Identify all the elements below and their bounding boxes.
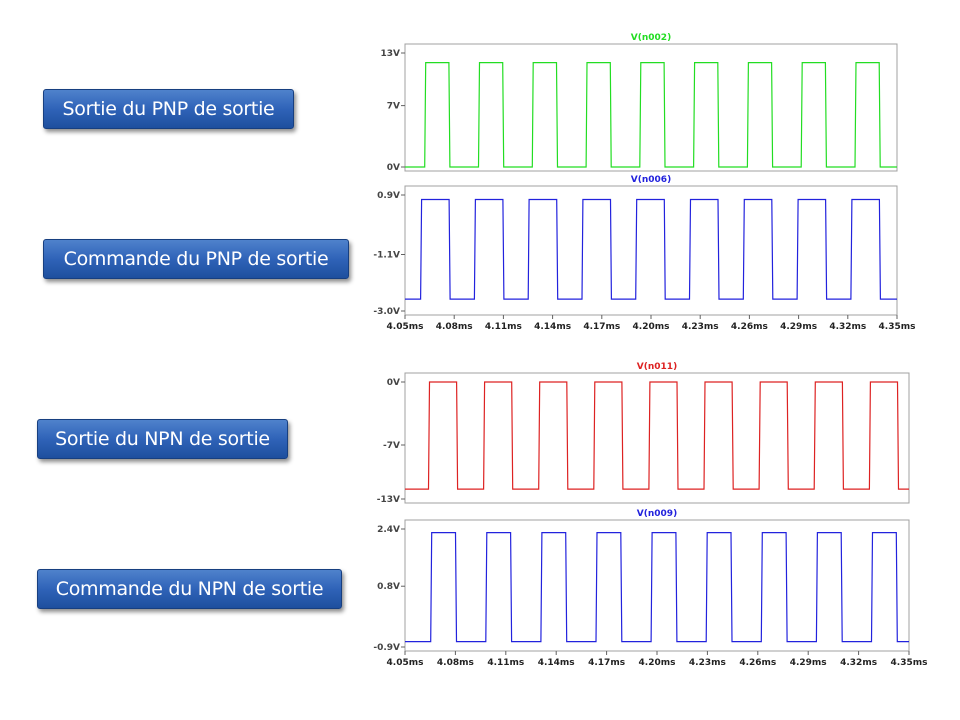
- x-tick-label: 4.17ms: [583, 322, 620, 332]
- x-tick-label: 4.32ms: [829, 322, 866, 332]
- plot-frame: [404, 43, 898, 172]
- y-tick-label: -7V: [383, 441, 400, 451]
- x-tick-label: 4.29ms: [780, 322, 817, 332]
- waveform-trace: [405, 381, 909, 490]
- y-tick-label: 0.8V: [377, 582, 400, 592]
- plot-frame: [404, 372, 910, 504]
- label-pnp-command: Commande du PNP de sortie: [43, 239, 349, 279]
- x-tick-label: 4.08ms: [437, 658, 474, 668]
- waveform-trace: [405, 532, 909, 643]
- x-tick-label: 4.35ms: [879, 322, 916, 332]
- x-tick-label: 4.20ms: [633, 322, 670, 332]
- y-tick-label: 2.4V: [377, 525, 400, 535]
- plot-4: V(n009) 2.4V 0.8V -0.9V 4.05ms 4.08ms 4.11ms 4.…: [373, 509, 927, 668]
- label-npn-command: Commande du NPN de sortie: [37, 569, 342, 609]
- plot-2: V(n006) 0.9V -1.1V -3.0V 4.05ms 4.08ms 4.11ms 4…: [373, 175, 915, 332]
- y-tick-label: -3.0V: [373, 307, 400, 317]
- x-tick-label: 4.32ms: [840, 658, 877, 668]
- label-npn-output: Sortie du NPN de sortie: [37, 419, 288, 459]
- label-pnp-output: Sortie du PNP de sortie: [43, 89, 294, 129]
- y-tick-label: 0.9V: [377, 191, 400, 201]
- plot-1: V(n002) 13V 7V 0V: [381, 33, 898, 173]
- waveform-trace: [405, 62, 897, 168]
- waveform-trace: [405, 198, 897, 300]
- plot-title: V(n011): [637, 362, 677, 372]
- y-tick-label: 0V: [387, 378, 400, 388]
- plot-3: V(n011) 0V -7V -13V: [377, 362, 910, 505]
- x-tick-label: 4.35ms: [891, 658, 928, 668]
- y-tick-label: -13V: [377, 495, 400, 505]
- y-tick-label: -0.9V: [373, 643, 400, 653]
- plot-frame: [404, 519, 910, 652]
- y-tick-label: 7V: [387, 102, 400, 112]
- y-tick-label: -1.1V: [373, 250, 400, 260]
- x-tick-label: 4.17ms: [588, 658, 625, 668]
- x-tick-label: 4.14ms: [534, 322, 571, 332]
- x-tick-label: 4.08ms: [436, 322, 473, 332]
- x-tick-label: 4.26ms: [731, 322, 768, 332]
- x-tick-label: 4.05ms: [387, 658, 424, 668]
- x-tick-label: 4.23ms: [682, 322, 719, 332]
- y-tick-label: 0V: [387, 163, 400, 173]
- y-tick-label: 13V: [381, 49, 401, 59]
- plot-title: V(n009): [637, 509, 677, 519]
- x-tick-label: 4.23ms: [689, 658, 726, 668]
- x-tick-label: 4.29ms: [790, 658, 827, 668]
- x-tick-label: 4.11ms: [485, 322, 522, 332]
- plot-title: V(n006): [631, 175, 671, 185]
- plot-title: V(n002): [631, 33, 671, 43]
- x-tick-label: 4.14ms: [538, 658, 575, 668]
- plot-frame: [404, 185, 898, 316]
- x-tick-label: 4.26ms: [739, 658, 776, 668]
- x-tick-label: 4.05ms: [387, 322, 424, 332]
- x-tick-label: 4.20ms: [639, 658, 676, 668]
- x-tick-label: 4.11ms: [487, 658, 524, 668]
